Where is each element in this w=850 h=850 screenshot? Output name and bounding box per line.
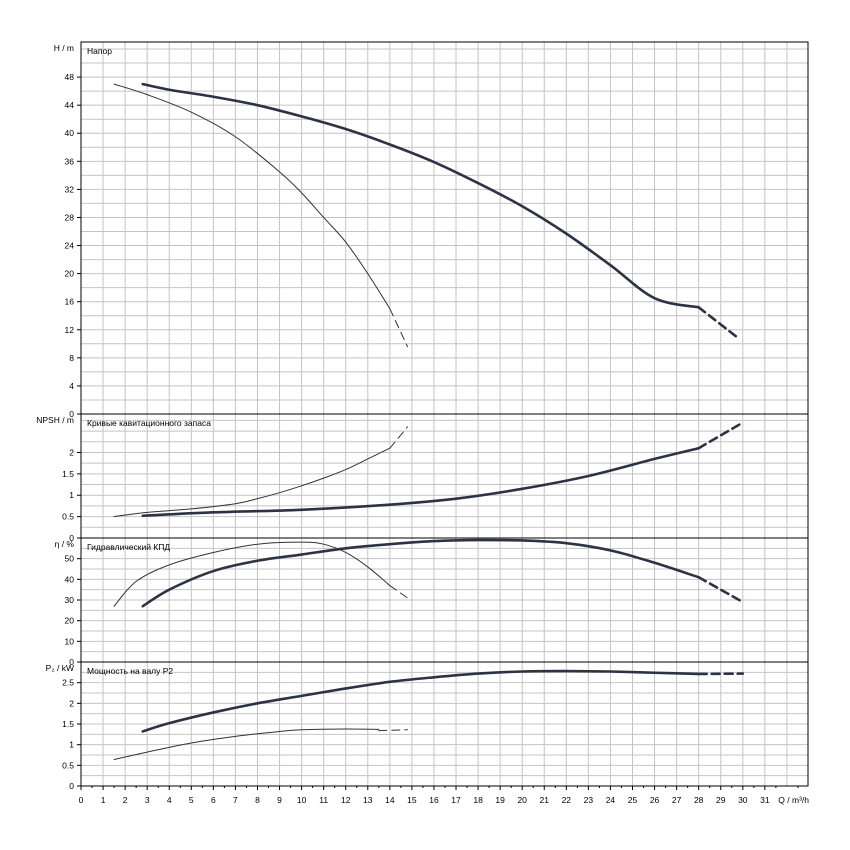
- xtick-label: 5: [189, 795, 194, 805]
- xtick-label: 4: [167, 795, 172, 805]
- xtick-label: 1: [101, 795, 106, 805]
- xtick-label: 29: [716, 795, 726, 805]
- ytick-label: 0.5: [62, 760, 74, 770]
- curve-main: [141, 82, 700, 309]
- curve-secondary-extension: [378, 729, 408, 732]
- xtick-label: 25: [628, 795, 638, 805]
- curve-main-extension: [697, 421, 745, 450]
- ytick-label: 16: [65, 297, 75, 307]
- curve-main: [141, 538, 700, 608]
- xtick-label: 3: [145, 795, 150, 805]
- ytick-label: 1: [69, 740, 74, 750]
- xtick-label: 31: [760, 795, 770, 805]
- ytick-label: 20: [65, 269, 75, 279]
- ytick-label: 0: [69, 533, 74, 543]
- curve-secondary: [113, 447, 391, 518]
- panel-title: Гидравлический КПД: [87, 542, 170, 552]
- xtick-label: 20: [517, 795, 527, 805]
- ytick-label: 44: [65, 100, 75, 110]
- curve-main: [141, 669, 700, 733]
- ytick-label: 50: [65, 554, 75, 564]
- xtick-label: 16: [429, 795, 439, 805]
- curve-secondary: [113, 83, 391, 310]
- xtick-label: 7: [233, 795, 238, 805]
- ytick-label: 0: [69, 657, 74, 667]
- series-layer: [113, 82, 745, 761]
- ytick-label: 1.5: [62, 469, 74, 479]
- ytick-label: 24: [65, 241, 75, 251]
- xtick-label: 27: [672, 795, 682, 805]
- curve-main-extension: [697, 575, 745, 604]
- xtick-label: 8: [255, 795, 260, 805]
- ytick-label: 40: [65, 128, 75, 138]
- ytick-label: 8: [69, 353, 74, 363]
- ytick-label: 4: [69, 381, 74, 391]
- xtick-label: 2: [123, 795, 128, 805]
- xtick-label: 17: [451, 795, 461, 805]
- xtick-label: 12: [341, 795, 351, 805]
- xtick-label: 19: [495, 795, 505, 805]
- xtick-label: 13: [363, 795, 373, 805]
- curve-main: [141, 446, 700, 518]
- y-axis-label: NPSH / m: [36, 415, 74, 425]
- xtick-label: 30: [738, 795, 748, 805]
- panel-title: Напор: [87, 46, 112, 56]
- xtick-label: 21: [540, 795, 550, 805]
- xtick-label: 14: [385, 795, 395, 805]
- ytick-label: 32: [65, 184, 75, 194]
- curve-main-extension: [697, 306, 740, 340]
- ytick-label: 12: [65, 325, 75, 335]
- xtick-label: 18: [473, 795, 483, 805]
- ytick-label: 2: [69, 698, 74, 708]
- xtick-label: 10: [297, 795, 307, 805]
- xtick-label: 24: [606, 795, 616, 805]
- ytick-label: 0: [69, 409, 74, 419]
- xtick-label: 23: [584, 795, 594, 805]
- panel-title: Кривые кавитационного запаса: [87, 418, 211, 428]
- ytick-label: 1: [69, 490, 74, 500]
- xtick-label: 9: [277, 795, 282, 805]
- xtick-label: 26: [650, 795, 660, 805]
- curve-secondary-extension: [389, 585, 408, 599]
- frame-layer: [77, 41, 809, 790]
- ytick-label: 0.5: [62, 512, 74, 522]
- panel-title: Мощность на валу P2: [87, 666, 173, 676]
- y-axis-label: P₂ / kW: [46, 663, 74, 673]
- ytick-label: 48: [65, 72, 75, 82]
- xtick-label: 15: [407, 795, 417, 805]
- ytick-label: 40: [65, 574, 75, 584]
- ytick-label: 2: [69, 447, 74, 457]
- ytick-label: 20: [65, 616, 75, 626]
- curve-secondary-extension: [389, 426, 408, 449]
- xtick-label: 22: [562, 795, 572, 805]
- ytick-label: 10: [65, 636, 75, 646]
- curve-secondary: [113, 541, 391, 607]
- x-axis-label: Q / m³/h: [778, 795, 809, 805]
- ytick-label: 28: [65, 212, 75, 222]
- ytick-label: 2.5: [62, 678, 74, 688]
- xtick-label: 6: [211, 795, 216, 805]
- curve-secondary: [113, 728, 380, 761]
- curve-secondary-extension: [389, 308, 408, 348]
- xtick-label: 0: [79, 795, 84, 805]
- ytick-label: 36: [65, 156, 75, 166]
- ytick-label: 0: [69, 781, 74, 791]
- ytick-label: 1.5: [62, 719, 74, 729]
- y-axis-label: H / m: [54, 43, 74, 53]
- ytick-label: 30: [65, 595, 75, 605]
- y-axis-label: η / %: [55, 539, 75, 549]
- xtick-label: 11: [319, 795, 328, 805]
- xtick-label: 28: [694, 795, 704, 805]
